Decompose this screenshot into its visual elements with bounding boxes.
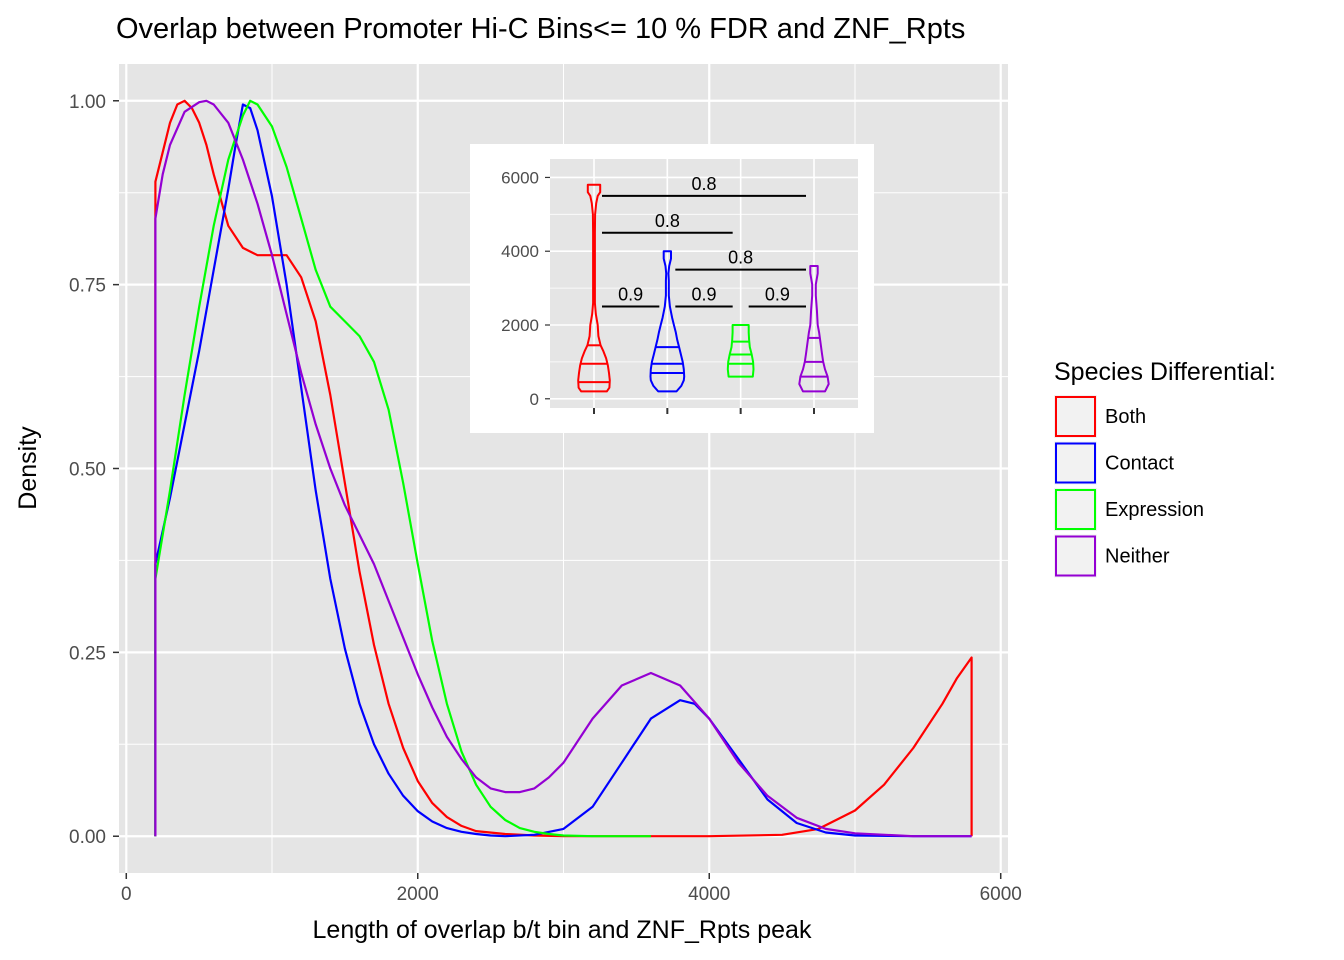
inset-y-tick-label: 2000 <box>501 316 539 335</box>
y-tick-label: 1.00 <box>69 92 106 113</box>
comparison-pvalue: 0.9 <box>691 285 716 305</box>
inset-y-tick-label: 0 <box>530 390 539 409</box>
density-curve-both <box>154 99 973 838</box>
legend-key-swatch <box>1055 396 1096 437</box>
comparison-pvalue: 0.9 <box>618 285 643 305</box>
legend-items: Both Contact Expression Neither <box>1054 395 1204 578</box>
inset-comparisons: 0.8 0.8 0.8 0.9 0.9 0.9 <box>602 174 806 308</box>
inset-y-tick-label: 4000 <box>501 242 539 261</box>
x-axis-title: Length of overlap b/t bin and ZNF_Rpts p… <box>313 916 812 944</box>
violin-neither <box>798 265 830 393</box>
y-tick-label: 0.25 <box>69 643 106 664</box>
inset-plot-background <box>550 159 858 408</box>
y-tick-label: 0.75 <box>69 276 106 297</box>
inset-panel: 0.8 0.8 0.8 0.9 0.9 0.9 0 2000 4000 6000 <box>470 144 874 433</box>
x-tick-label: 2000 <box>397 884 439 905</box>
legend-label: Expression <box>1105 499 1204 521</box>
main-axis-ticks: 0 2000 4000 6000 0.00 0.25 0.50 0.75 1.00 <box>69 92 1022 905</box>
inset-violins <box>577 183 830 393</box>
legend-item-contact: Contact <box>1054 441 1174 485</box>
density-curve-expression <box>154 99 651 838</box>
legend-key-swatch <box>1055 535 1096 577</box>
legend-label: Both <box>1105 406 1146 428</box>
y-axis-title: Density <box>14 426 42 510</box>
density-curves <box>154 99 973 838</box>
legend-title: Species Differential: <box>1054 358 1276 386</box>
density-curve-neither <box>154 99 972 838</box>
legend-key-swatch <box>1055 442 1096 484</box>
y-tick-label: 0.50 <box>69 460 106 481</box>
x-tick-label: 0 <box>121 884 132 905</box>
comparison-pvalue: 0.8 <box>728 248 753 268</box>
comparison-pvalue: 0.8 <box>691 174 716 194</box>
inset-grid <box>550 159 858 408</box>
violin-expression <box>726 324 755 378</box>
chart-title: Overlap between Promoter Hi-C Bins<= 10 … <box>116 13 965 45</box>
comparison-pvalue: 0.8 <box>655 211 680 231</box>
legend-key-background <box>1054 534 1097 578</box>
violin-contact <box>649 250 686 393</box>
legend-key-swatch <box>1055 489 1096 530</box>
inset-y-tick-label: 6000 <box>501 168 539 187</box>
legend-key-background <box>1054 488 1097 531</box>
legend-item-both: Both <box>1054 395 1146 438</box>
legend-label: Neither <box>1105 546 1170 568</box>
legend-item-neither: Neither <box>1054 534 1170 578</box>
legend-key-background <box>1054 395 1097 438</box>
legend-label: Contact <box>1105 453 1174 475</box>
x-tick-label: 4000 <box>688 884 730 905</box>
legend-key-background <box>1054 441 1097 485</box>
x-tick-label: 6000 <box>980 884 1022 905</box>
comparison-pvalue: 0.9 <box>765 285 790 305</box>
y-tick-label: 0.00 <box>69 827 106 848</box>
legend: Species Differential: Both Contact Express… <box>1054 358 1276 578</box>
legend-item-expression: Expression <box>1054 488 1204 531</box>
inset-axis-ticks: 0 2000 4000 6000 <box>501 168 815 414</box>
